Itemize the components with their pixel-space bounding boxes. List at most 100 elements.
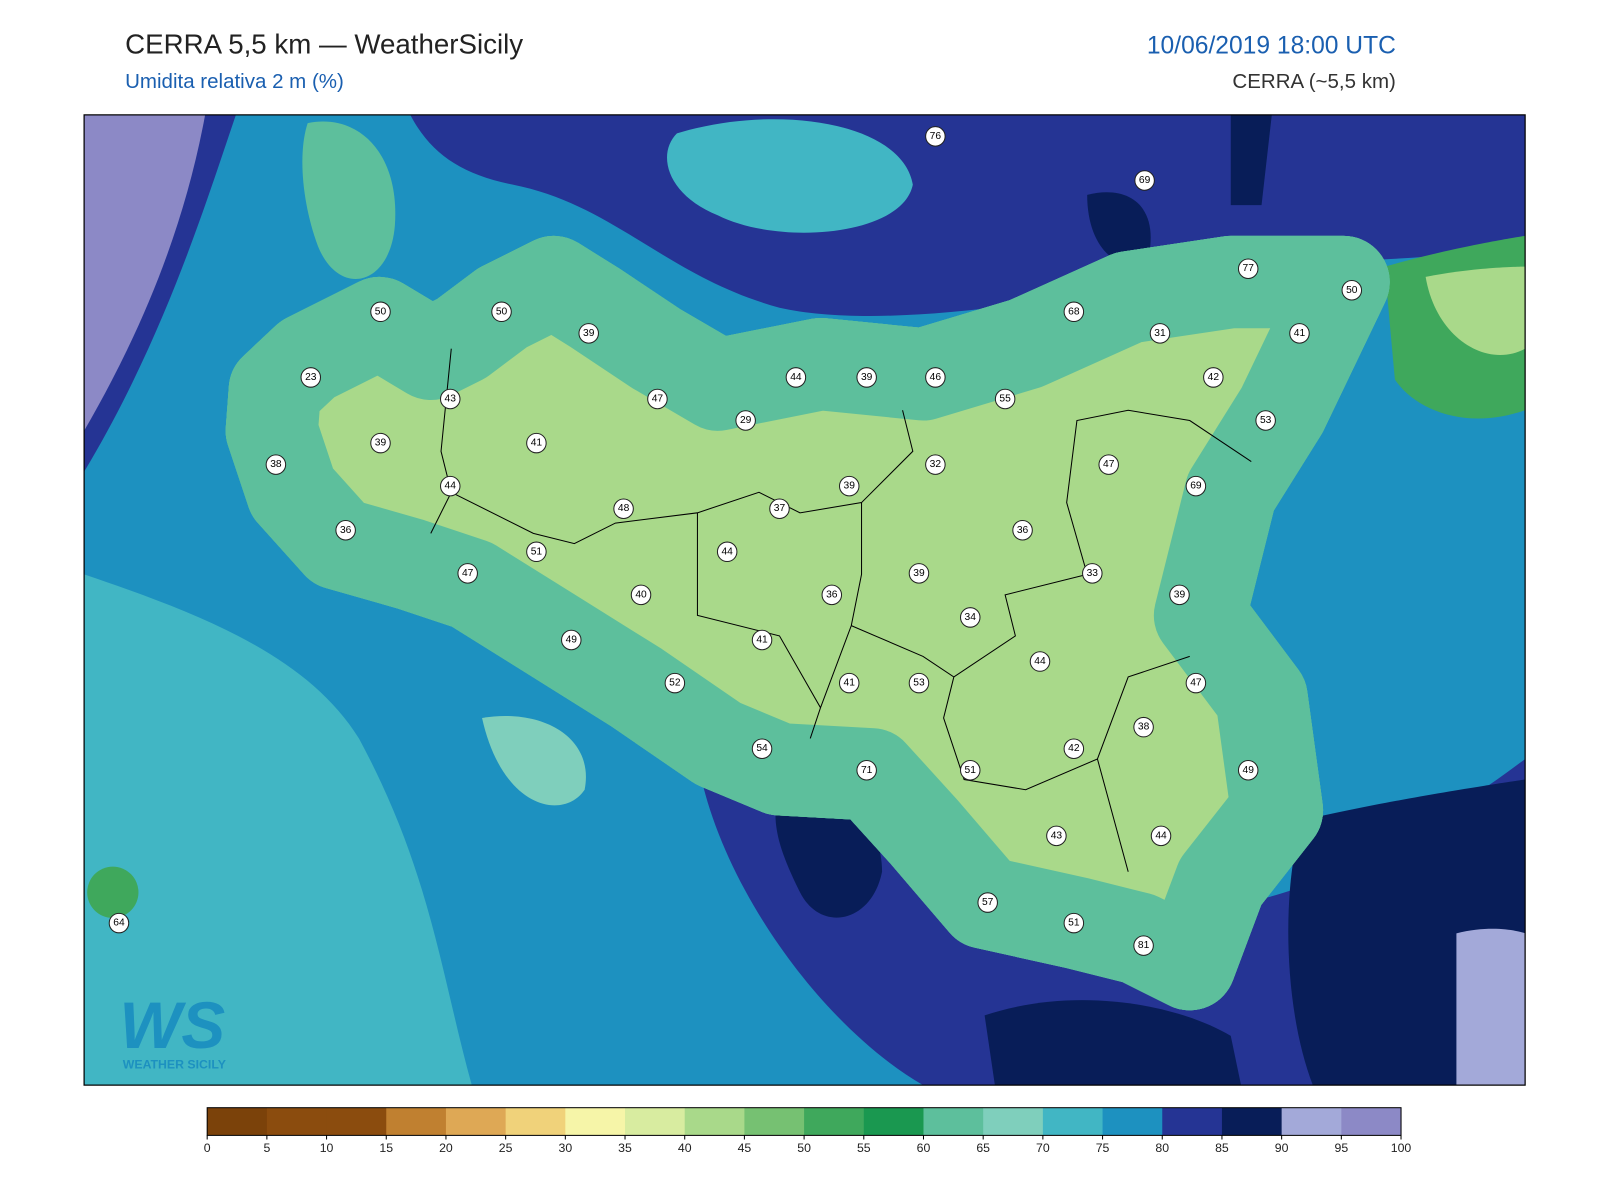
station-value: 68 [1068, 306, 1080, 317]
station-marker [1185, 475, 1207, 497]
station-value: 39 [583, 328, 595, 339]
station-value: 76 [930, 131, 942, 142]
colorbar-tick-label: 60 [917, 1141, 931, 1155]
station-value: 38 [1138, 722, 1150, 733]
station-marker [439, 475, 461, 497]
station-value: 46 [930, 372, 942, 383]
station-marker [1133, 716, 1154, 738]
station-value: 57 [982, 897, 994, 908]
station-value: 34 [965, 612, 977, 623]
station-marker [300, 367, 322, 388]
station-value: 49 [1243, 765, 1255, 776]
station-marker [1185, 672, 1207, 694]
station-marker [1169, 584, 1190, 606]
colorbar-bin [1102, 1107, 1163, 1136]
station-value: 51 [531, 546, 543, 557]
station-value: 39 [375, 438, 387, 449]
colorbar-bin [863, 1107, 924, 1136]
station-marker [630, 584, 652, 606]
station-marker [1134, 170, 1155, 191]
station-marker [335, 519, 356, 541]
colorbar-bin [983, 1107, 1044, 1136]
colorbar-bin [565, 1107, 626, 1136]
station-value: 31 [1154, 328, 1166, 339]
station-marker [1063, 912, 1085, 934]
colorbar-tick-label: 0 [204, 1141, 211, 1155]
colorbar-bin [386, 1107, 447, 1136]
station-marker [769, 498, 790, 519]
station-marker [370, 432, 391, 454]
colorbar-tick-label: 5 [263, 1141, 270, 1155]
station-value: 29 [740, 415, 752, 426]
colorbar-tick-label: 50 [797, 1141, 811, 1155]
station-value: 40 [635, 589, 647, 600]
station-marker [1082, 563, 1103, 584]
colorbar-tick-label: 55 [857, 1141, 871, 1155]
station-value: 50 [496, 306, 508, 317]
colorbar-bin [1042, 1107, 1104, 1136]
station-marker [526, 541, 547, 563]
colorbar-bin [1281, 1107, 1342, 1136]
station-value: 69 [1139, 175, 1151, 186]
station-marker [1341, 279, 1363, 301]
station-value: 55 [999, 393, 1011, 404]
station-value: 47 [1190, 678, 1202, 689]
station-marker [108, 912, 130, 934]
station-value: 52 [669, 678, 681, 689]
colorbar-bin [744, 1107, 805, 1136]
station-value: 47 [1103, 459, 1115, 470]
station-marker [977, 892, 998, 913]
station-marker [925, 126, 946, 147]
colorbar-bin [266, 1107, 328, 1136]
station-value: 44 [721, 546, 733, 557]
station-marker [1150, 825, 1172, 847]
station-marker [908, 672, 930, 694]
station-marker [908, 563, 930, 584]
station-value: 50 [1346, 285, 1358, 296]
station-marker [785, 367, 807, 388]
colorbar-tick-label: 90 [1275, 1141, 1289, 1155]
station-marker [265, 454, 287, 475]
station-value: 37 [774, 503, 786, 514]
station-value: 48 [618, 503, 630, 514]
station-value: 44 [790, 372, 802, 383]
station-marker [647, 388, 668, 410]
station-marker [1098, 454, 1119, 475]
station-value: 39 [844, 481, 856, 492]
station-marker [925, 367, 946, 388]
station-value: 33 [1087, 568, 1099, 579]
station-marker [457, 563, 478, 584]
colorbar-tick-label: 95 [1334, 1141, 1348, 1155]
station-value: 47 [462, 568, 474, 579]
station-value: 50 [375, 306, 387, 317]
source: CERRA (~5,5 km) [1232, 70, 1395, 93]
map-frame [83, 114, 1526, 1086]
station-marker [838, 475, 860, 497]
station-value: 43 [445, 393, 457, 404]
station-value: 54 [756, 743, 768, 754]
logo: WS Weather Sicily [119, 989, 225, 1072]
station-value: 53 [913, 678, 925, 689]
colorbar-bin [505, 1107, 566, 1136]
colorbar-tick-label: 30 [558, 1141, 572, 1155]
station-value: 64 [113, 918, 125, 929]
station-value: 51 [1068, 918, 1080, 929]
station-marker [1289, 323, 1310, 344]
colorbar-bin [445, 1107, 507, 1136]
station-marker [716, 541, 738, 563]
station-value: 51 [965, 765, 977, 776]
station-value: 71 [861, 765, 873, 776]
station-marker [821, 584, 843, 606]
station-marker [1029, 651, 1051, 672]
colorbar-bin [684, 1107, 745, 1136]
station-value: 42 [1208, 372, 1220, 383]
station-marker [1133, 935, 1154, 956]
stations: 76 69 77 50 50 50 39 68 31 41 23 43 47 44 39 46 55 42 29 53… [108, 126, 1363, 956]
colorbar-bin [1341, 1107, 1402, 1136]
station-marker [439, 388, 461, 410]
station-marker [959, 759, 981, 781]
colorbar-tick-label: 15 [379, 1141, 393, 1155]
colorbar-tick-label: 10 [320, 1141, 334, 1155]
logo-mark: WS [119, 989, 225, 1062]
